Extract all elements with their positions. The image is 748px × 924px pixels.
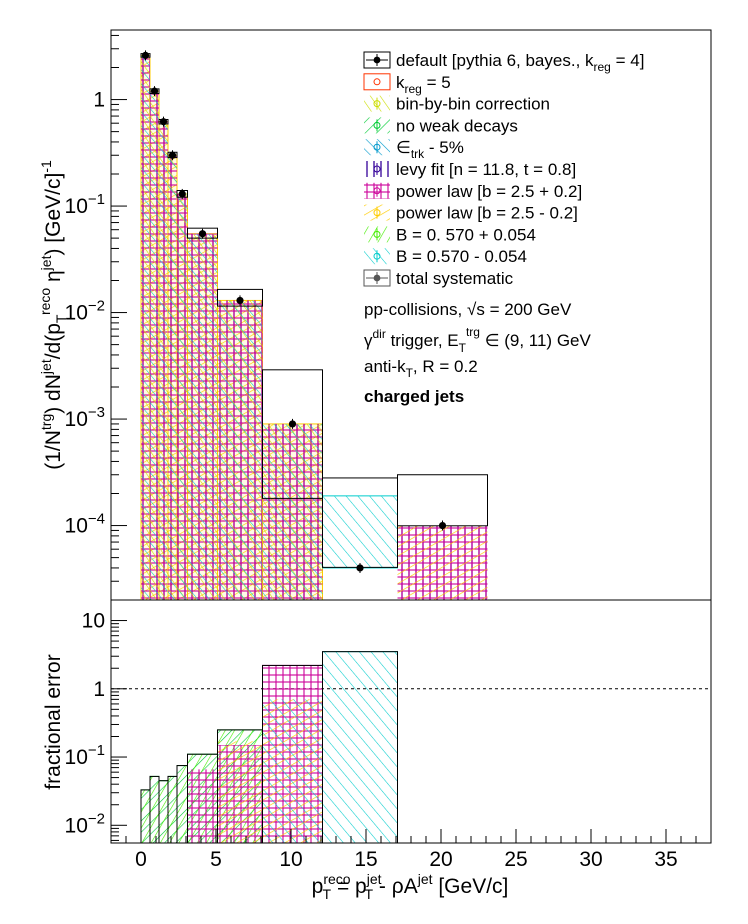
- data-point: [168, 151, 177, 159]
- fractional-error-bar: [262, 664, 323, 844]
- spectrum-markers: [140, 50, 488, 573]
- x-tick-label: 35: [654, 848, 677, 871]
- data-point: [150, 87, 159, 95]
- legend-entry: power law [b = 2.5 - 0.2]: [364, 204, 578, 223]
- fractional-error-y-axis: 10 1 10−1 10−2: [65, 599, 127, 841]
- spectrum-bar: [262, 423, 323, 601]
- spectrum-bar: [167, 154, 178, 601]
- legend-entry: bin-by-bin correction: [364, 95, 550, 114]
- fractional-error-bar: [176, 765, 188, 844]
- data-point: [178, 190, 186, 198]
- y-tick-label: 10−3: [65, 404, 105, 431]
- x-axis: 0 5 10 15 20 25 30 35: [125, 829, 712, 871]
- y-tick-label: 10−1: [65, 742, 105, 769]
- spectrum-y-axis: 1 10−1 10−2 10−3 10−4: [65, 34, 127, 601]
- fractional-error-bar: [217, 729, 263, 844]
- y-tick-label: 10−2: [65, 298, 105, 325]
- legend-label: bin-by-bin correction: [396, 95, 550, 114]
- x-tick-label: 30: [579, 848, 602, 871]
- fractional-error-panel: 10 1 10−1 10−2 0 5 10 15 20 25 30 35 fractional er…: [42, 599, 712, 902]
- spectrum-y-axis-title: (1/Ntrg) dNjet/d(pTreco ηjet) [GeV/c]-1: [37, 160, 69, 470]
- y-tick-label: 1: [93, 678, 105, 701]
- spectrum-bar: [187, 233, 218, 601]
- x-tick-label: 20: [429, 848, 452, 871]
- spectrum-bar: [140, 54, 151, 601]
- y-tick-label: 10−4: [65, 511, 105, 538]
- total-systematic-box: [217, 288, 263, 307]
- spectrum-bar: [158, 121, 169, 601]
- fractional-error-bar: [158, 780, 169, 844]
- fractional-error-bar: [187, 753, 218, 844]
- legend-label: B = 0. 570 + 0.054: [396, 225, 536, 244]
- info-block: pp-collisions, √s = 200 GeV γdir trigger,…: [364, 300, 591, 406]
- data-point: [236, 296, 244, 305]
- legend-label: ∈trk - 5%: [396, 138, 464, 161]
- legend-label: total systematic: [396, 269, 514, 288]
- data-point: [159, 118, 168, 126]
- legend-entry: power law [b = 2.5 + 0.2]: [364, 182, 582, 201]
- data-point: [438, 521, 447, 530]
- x-tick-label: 5: [210, 848, 222, 871]
- fractional-error-y-axis-title: fractional error: [42, 654, 65, 789]
- jet-type: charged jets: [364, 387, 464, 406]
- fractional-error-bar: [149, 775, 160, 844]
- data-point: [141, 51, 150, 59]
- fractional-error-bar: [322, 651, 398, 844]
- spectrum-bar: [217, 299, 263, 601]
- legend-label: kreg = 5: [396, 73, 451, 96]
- legend-label: power law [b = 2.5 + 0.2]: [396, 182, 582, 201]
- spectrum-bar: [397, 525, 488, 600]
- spectrum-panel: 1 10−1 10−2 10−3 10−4 (1/Ntrg) dNjet/d(pTrec…: [37, 29, 712, 601]
- legend-entry: no weak decays: [364, 116, 518, 135]
- spectrum-bar: [176, 193, 188, 601]
- legend-entry: default [pythia 6, bayes., kreg = 4]: [363, 51, 644, 74]
- x-tick-label: 25: [504, 848, 527, 871]
- y-tick-label: 10−1: [65, 191, 105, 218]
- x-tick-label: 10: [279, 848, 302, 871]
- jet-algorithm: anti-kT, R = 0.2: [364, 357, 478, 380]
- legend: default [pythia 6, bayes., kreg = 4]kreg…: [363, 51, 644, 288]
- legend-label: power law [b = 2.5 - 0.2]: [396, 204, 578, 223]
- legend-label: levy fit [n = 11.8, t = 0.8]: [396, 160, 576, 179]
- collision-system: pp-collisions, √s = 200 GeV: [364, 300, 572, 319]
- data-point: [198, 230, 207, 238]
- spectrum-bars: [140, 54, 488, 601]
- y-tick-label: 1: [93, 89, 105, 112]
- y-tick-label: 10−2: [65, 810, 105, 837]
- fractional-error-bar: [140, 789, 151, 844]
- legend-entry: B = 0. 570 + 0.054: [364, 225, 536, 244]
- x-tick-label: 15: [354, 848, 377, 871]
- total-systematic-box: [262, 369, 323, 499]
- trigger-info: γdir trigger, ETtrg ∈ (9, 11) GeV: [364, 325, 591, 355]
- spectrum-bar: [149, 90, 160, 601]
- total-systematic-box: [397, 474, 488, 527]
- legend-entry: kreg = 5: [363, 73, 451, 96]
- x-tick-label: 0: [135, 848, 147, 871]
- legend-entry: levy fit [n = 11.8, t = 0.8]: [364, 160, 576, 179]
- fractional-error-bar: [167, 775, 178, 844]
- legend-entry: total systematic: [363, 269, 514, 288]
- legend-label: default [pythia 6, bayes., kreg = 4]: [396, 51, 644, 74]
- legend-label: B = 0.570 - 0.054: [396, 247, 527, 266]
- x-axis-title: preco T = pjet T - ρAjet [GeV/c]: [312, 871, 509, 902]
- data-point: [288, 420, 297, 428]
- legend-entry: B = 0.570 - 0.054: [364, 247, 527, 266]
- fractional-error-bars: [140, 651, 398, 844]
- legend-entry: ∈trk - 5%: [364, 138, 464, 161]
- legend-label: no weak decays: [396, 116, 518, 135]
- y-tick-label: 10: [82, 610, 105, 633]
- data-point: [356, 564, 364, 572]
- spectrum-bar: [322, 495, 398, 569]
